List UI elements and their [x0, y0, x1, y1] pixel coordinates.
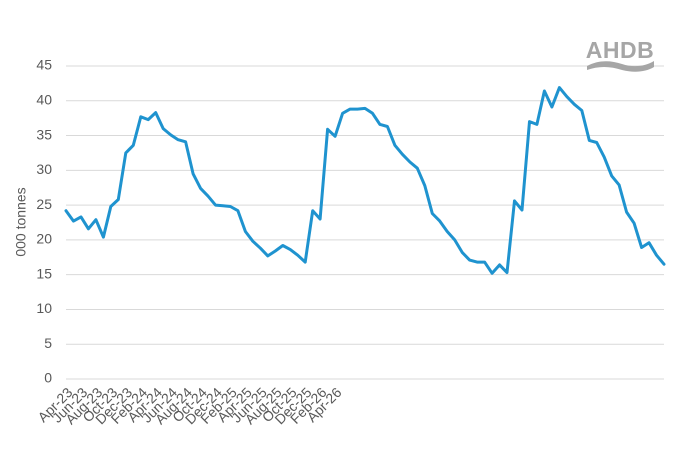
logo-swoosh-icon — [587, 61, 654, 72]
y-tick-label: 45 — [36, 57, 52, 73]
series-layer — [64, 86, 666, 275]
y-tick-label: 20 — [36, 231, 52, 247]
y-axis-ticks: 0 5 10 15 20 25 30 35 40 45 — [36, 57, 52, 386]
gridlines — [66, 65, 664, 380]
ahdb-logo: AHDB — [586, 37, 654, 72]
y-tick-label: 10 — [36, 300, 52, 316]
y-tick-label: 0 — [44, 370, 52, 386]
y-tick-label: 25 — [36, 196, 52, 212]
series-line — [64, 86, 666, 275]
y-tick-label: 15 — [36, 265, 52, 281]
y-axis-title: 000 tonnes — [13, 187, 29, 256]
y-tick-label: 35 — [36, 126, 52, 142]
y-tick-label: 30 — [36, 161, 52, 177]
x-axis-ticks: Apr-23Jun-23Aug-23Oct-23Dec-23Feb-24Apr-… — [34, 384, 344, 427]
y-tick-label: 5 — [44, 335, 52, 351]
logo-text: AHDB — [586, 37, 654, 63]
y-tick-label: 40 — [36, 91, 52, 107]
